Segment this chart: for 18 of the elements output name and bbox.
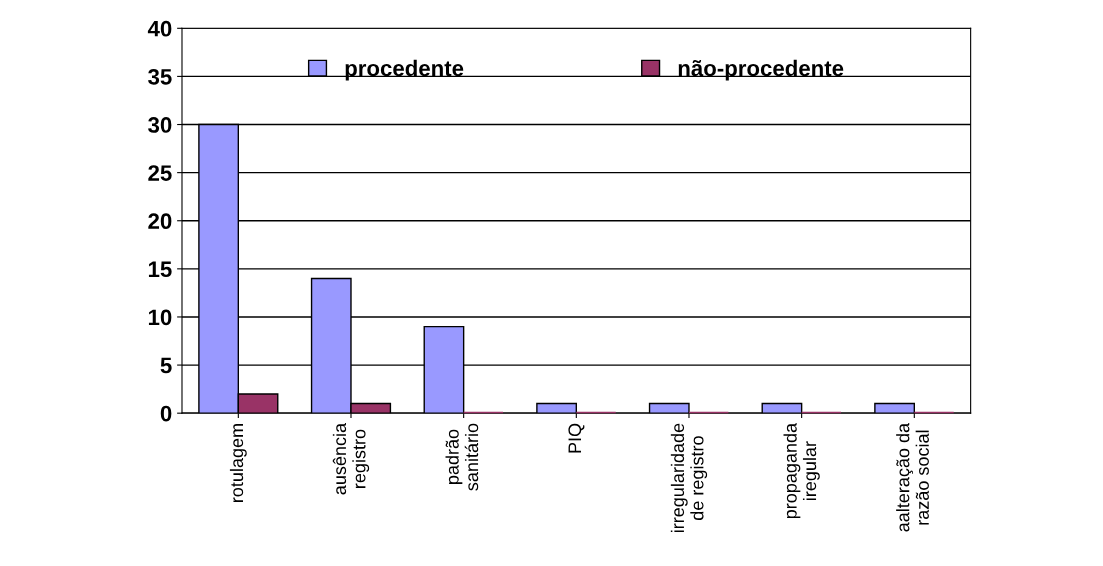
x-tick-label: PIQ (568, 423, 585, 453)
x-tick-label: padrão sanitário (445, 423, 479, 491)
x-tick-label: propaganda iregular (783, 422, 820, 519)
y-tick-label: 0 (160, 405, 172, 422)
legend-label: procedente (345, 59, 464, 81)
y-tick-label: 35 (148, 68, 172, 85)
y-tick-label: 40 (147, 20, 172, 37)
x-tick-label: irregularidade de registro (670, 423, 708, 533)
y-tick-label: 15 (148, 261, 172, 278)
y-tick-label: 20 (148, 213, 172, 230)
y-tick-label: 25 (148, 165, 172, 181)
x-tick-label: ausência registro (332, 422, 370, 495)
legend-label: não-procedente (678, 59, 844, 81)
x-tick-label: rotulagem (229, 424, 247, 502)
y-tick-label: 5 (160, 357, 172, 374)
y-tick-label: 30 (148, 117, 172, 133)
x-tick-label: aalteração da razão social (896, 422, 929, 532)
y-tick-label: 10 (148, 309, 172, 326)
